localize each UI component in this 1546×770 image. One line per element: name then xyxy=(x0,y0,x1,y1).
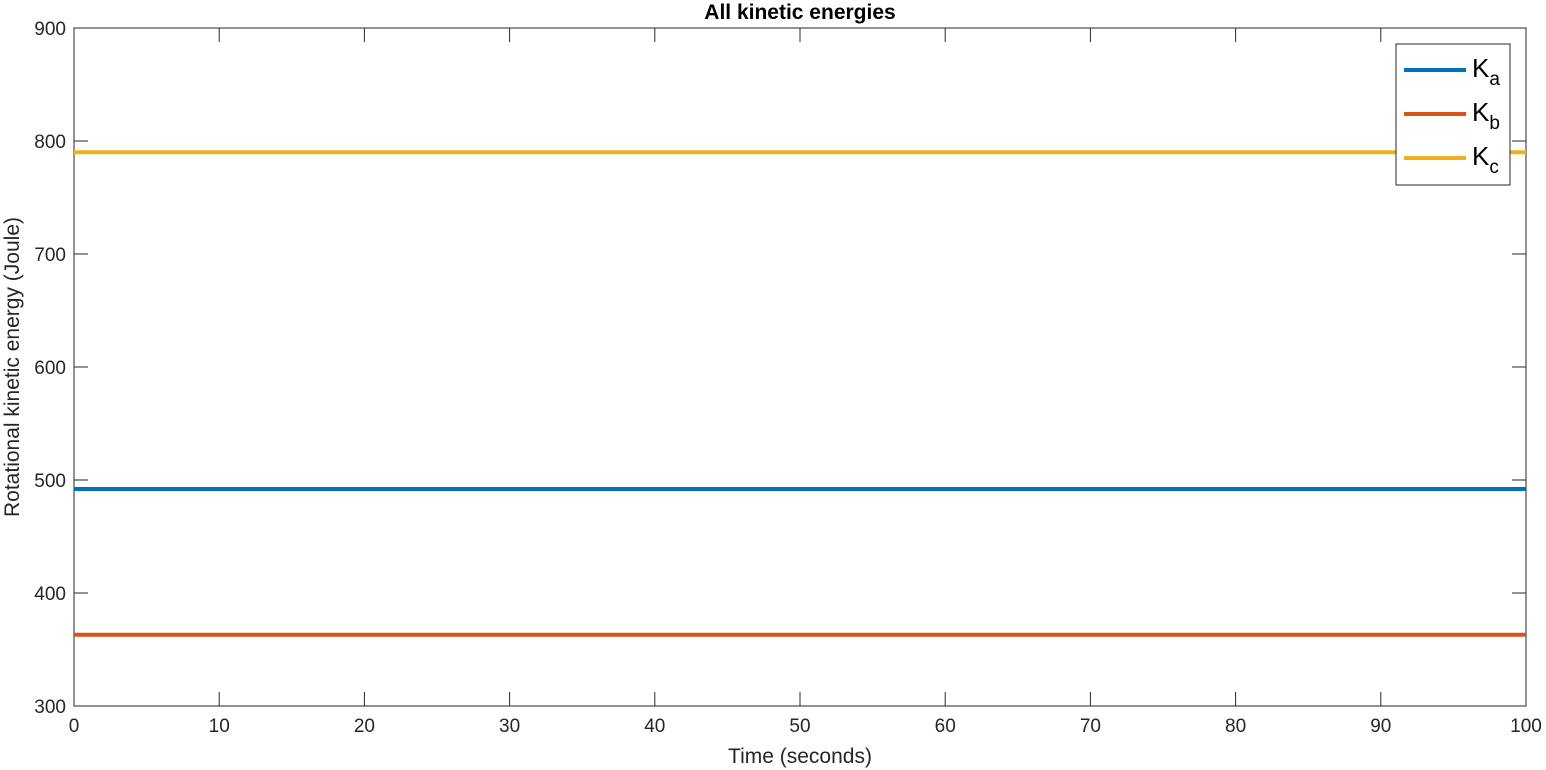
axes-box xyxy=(73,27,1527,707)
x-tick-label: 10 xyxy=(209,716,230,737)
x-tick-label: 90 xyxy=(1370,716,1391,737)
x-tick-label: 0 xyxy=(69,716,80,737)
y-tick-label: 900 xyxy=(34,19,66,40)
x-tick-label: 70 xyxy=(1080,716,1101,737)
x-tick-label: 100 xyxy=(1510,716,1542,737)
y-axis-label: Rotational kinetic energy (Joule) xyxy=(1,217,24,517)
legend-entry-label: Ka xyxy=(1472,53,1500,90)
x-tick-label: 50 xyxy=(789,716,810,737)
y-tick-label: 800 xyxy=(34,132,66,153)
x-tick-label: 80 xyxy=(1225,716,1246,737)
legend-entry-label: Kb xyxy=(1472,97,1500,134)
chart-title: All kinetic energies xyxy=(704,1,895,24)
x-tick-label: 30 xyxy=(499,716,520,737)
y-tick-label: 600 xyxy=(34,358,66,379)
x-axis-label: Time (seconds) xyxy=(728,745,872,768)
legend: Ka Kb Kc xyxy=(1395,43,1511,186)
legend-entry-label: Kc xyxy=(1472,141,1499,178)
x-tick-label: 40 xyxy=(644,716,665,737)
plot-area: 0 10 20 30 40 50 60 70 80 90 100 300 400 500 600 700 800… xyxy=(34,19,1542,737)
y-tick-label: 500 xyxy=(34,471,66,492)
x-tick-label: 60 xyxy=(935,716,956,737)
x-tick-label: 20 xyxy=(354,716,375,737)
y-tick-label: 700 xyxy=(34,245,66,266)
y-tick-label: 400 xyxy=(34,584,66,605)
y-tick-label: 300 xyxy=(34,697,66,718)
